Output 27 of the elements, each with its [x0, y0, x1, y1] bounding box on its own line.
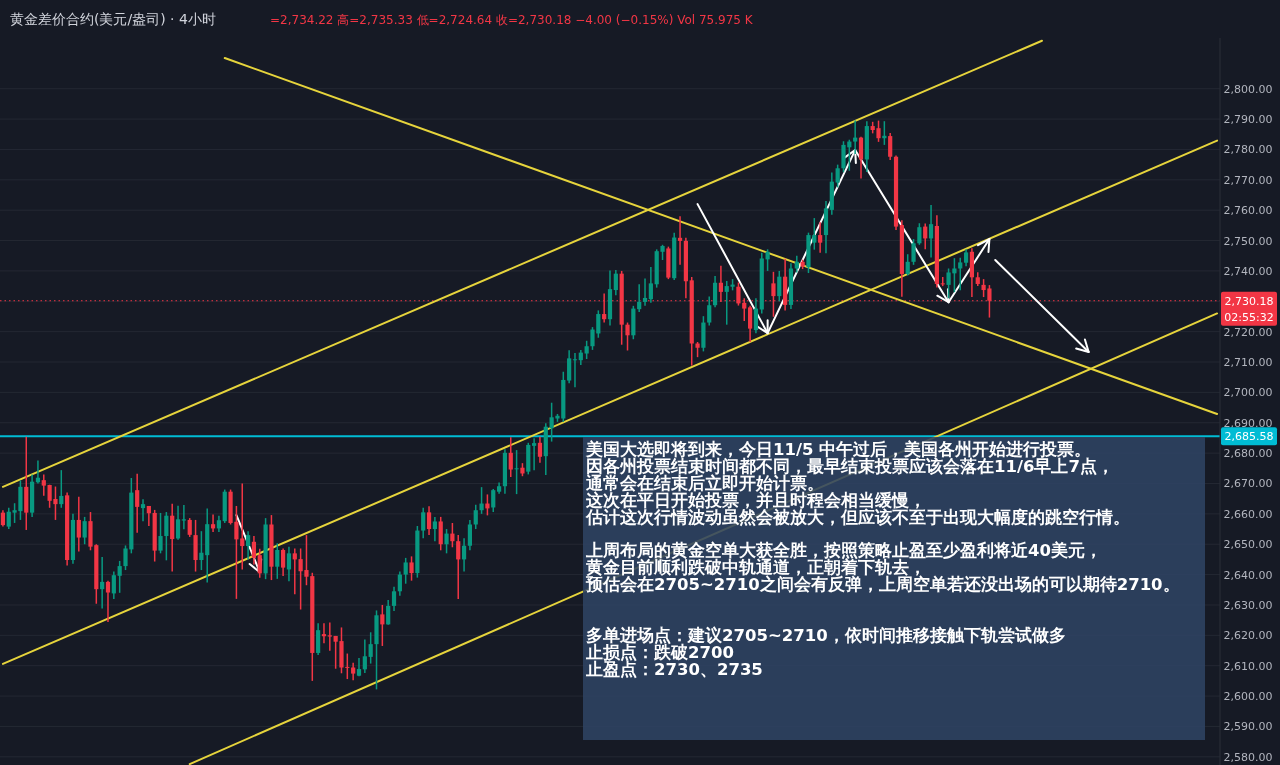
y-tick-label: 2,710.00	[1223, 356, 1273, 370]
y-tick-label: 2,640.00	[1223, 568, 1273, 582]
y-tick-label: 2,770.00	[1223, 173, 1273, 187]
y-tick-label: 2,760.00	[1223, 204, 1273, 218]
chart-subtitle: =2,734.22 高=2,735.33 低=2,724.64 收=2,730.18 −4.00 (−0.15%) Vol 75.975 K	[270, 13, 754, 27]
y-tick-label: 2,650.00	[1223, 538, 1273, 552]
y-tick-label: 2,620.00	[1223, 629, 1273, 643]
chart-title: 黄金差价合约(美元/盎司) · 4小时	[10, 11, 216, 27]
y-tick-label: 2,590.00	[1223, 720, 1273, 734]
y-tick-label: 2,780.00	[1223, 143, 1273, 157]
y-tick-label: 2,720.00	[1223, 325, 1273, 339]
y-tick-label: 2,680.00	[1223, 447, 1273, 461]
y-tick-label: 2,630.00	[1223, 598, 1273, 612]
y-tick-label: 2,610.00	[1223, 659, 1273, 673]
y-tick-label: 2,660.00	[1223, 507, 1273, 521]
y-tick-label: 2,700.00	[1223, 386, 1273, 400]
y-tick-label: 2,600.00	[1223, 690, 1273, 704]
y-tick-label: 2,580.00	[1223, 750, 1273, 764]
y-tick-label: 2,790.00	[1223, 113, 1273, 127]
ref-line-label: 2,730.18 02:55:32	[1224, 294, 1274, 324]
y-tick-label: 2,750.00	[1223, 234, 1273, 248]
annotation: 预估会在2705~2710之间会有反弹，上周空单若还没出场的可以期待2710。	[585, 575, 1180, 595]
ref-line-label: 2,685.58	[1224, 430, 1274, 444]
y-tick-label: 2,740.00	[1223, 264, 1273, 278]
y-tick-label: 2,690.00	[1223, 416, 1273, 430]
y-tick-label: 2,800.00	[1223, 82, 1273, 96]
y-tick-label: 2,670.00	[1223, 477, 1273, 491]
